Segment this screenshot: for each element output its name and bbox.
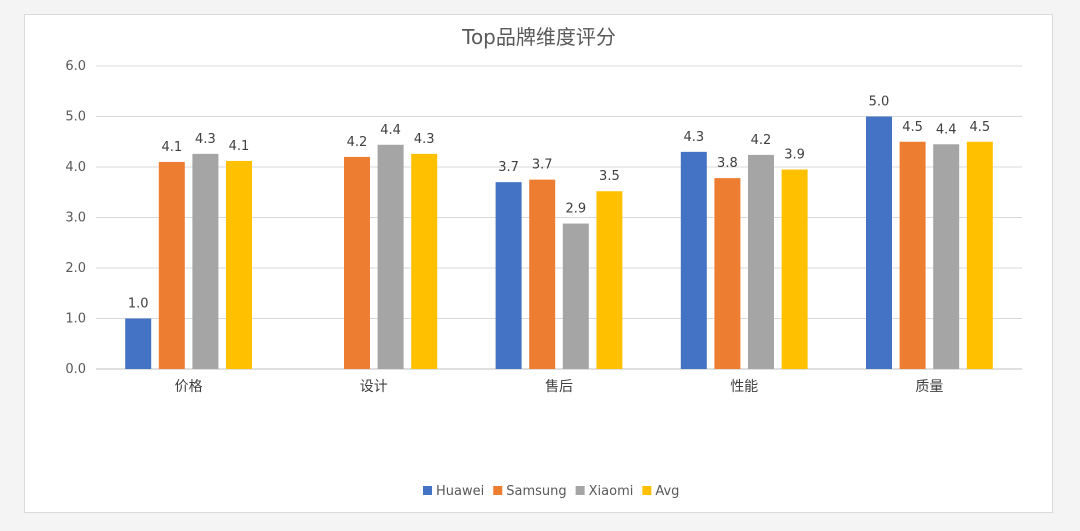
bar-huawei-2 bbox=[495, 182, 522, 369]
legend-swatch-huawei bbox=[423, 486, 432, 495]
bar-xiaomi-0 bbox=[192, 153, 219, 369]
bar-avg-2 bbox=[596, 191, 623, 369]
y-tick-label: 5.0 bbox=[65, 110, 86, 125]
bar-huawei-4 bbox=[866, 116, 892, 369]
bar-samsung-1 bbox=[344, 156, 370, 369]
data-label: 4.5 bbox=[902, 120, 923, 135]
bar-xiaomi-4 bbox=[933, 144, 960, 369]
data-label: 4.2 bbox=[751, 133, 772, 148]
bar-samsung-2 bbox=[529, 179, 556, 369]
y-tick-label: 3.0 bbox=[65, 211, 86, 226]
data-label: 5.0 bbox=[869, 95, 890, 110]
data-labels: 1.0 4.1 4.3 4.1 4.2 4.4 4.3 3.7 3.7 2.9 3.5 4.3 3.8 4… bbox=[128, 95, 990, 312]
bar-huawei-3 bbox=[680, 151, 707, 369]
bar-avg-1 bbox=[411, 153, 438, 369]
x-axis-categories: 价格 设计 售后 性能 质量 bbox=[175, 379, 944, 395]
data-label: 1.0 bbox=[128, 297, 149, 312]
data-label: 3.9 bbox=[784, 148, 805, 163]
x-category-label: 设计 bbox=[360, 379, 388, 395]
data-label: 4.5 bbox=[969, 120, 990, 135]
legend-swatch-xiaomi bbox=[575, 486, 585, 495]
data-label: 4.4 bbox=[380, 123, 401, 138]
bar-xiaomi-2 bbox=[562, 223, 589, 369]
data-label: 3.8 bbox=[717, 156, 738, 171]
bar-avg-4 bbox=[966, 141, 993, 369]
data-label: 2.9 bbox=[565, 202, 586, 217]
data-label: 4.3 bbox=[195, 132, 216, 147]
data-label: 4.1 bbox=[161, 140, 182, 155]
legend-label-avg: Avg bbox=[655, 484, 679, 499]
legend-label-huawei: Huawei bbox=[436, 484, 484, 499]
x-category-label: 质量 bbox=[915, 379, 943, 395]
bars bbox=[125, 116, 993, 369]
x-category-label: 价格 bbox=[175, 379, 203, 395]
y-tick-label: 0.0 bbox=[65, 362, 86, 377]
legend: Huawei Samsung Xiaomi Avg bbox=[423, 484, 679, 499]
data-label: 4.1 bbox=[229, 139, 250, 154]
data-label: 4.3 bbox=[414, 132, 435, 147]
y-tick-label: 2.0 bbox=[65, 261, 86, 276]
legend-swatch-avg bbox=[642, 486, 652, 495]
bar-xiaomi-3 bbox=[748, 154, 774, 369]
chart-title: Top品牌维度评分 bbox=[461, 25, 616, 49]
bar-xiaomi-1 bbox=[377, 144, 404, 369]
data-label: 4.3 bbox=[683, 130, 704, 145]
y-tick-label: 1.0 bbox=[65, 312, 86, 327]
legend-label-xiaomi: Xiaomi bbox=[589, 484, 634, 499]
legend-swatch-samsung bbox=[493, 486, 503, 495]
bar-huawei-0 bbox=[125, 318, 152, 369]
x-category-label: 性能 bbox=[730, 379, 758, 395]
bar-samsung-3 bbox=[714, 178, 741, 369]
data-label: 3.7 bbox=[498, 160, 519, 175]
y-tick-label: 4.0 bbox=[65, 160, 86, 175]
bar-avg-3 bbox=[781, 169, 808, 369]
bar-avg-0 bbox=[226, 160, 252, 369]
y-axis-ticks: 0.0 1.0 2.0 3.0 4.0 5.0 6.0 bbox=[65, 59, 86, 377]
bar-samsung-4 bbox=[899, 141, 926, 369]
data-label: 3.5 bbox=[599, 169, 620, 184]
y-tick-label: 6.0 bbox=[65, 59, 86, 74]
x-category-label: 售后 bbox=[545, 379, 573, 395]
data-label: 4.4 bbox=[936, 122, 957, 137]
bar-samsung-0 bbox=[158, 161, 185, 369]
legend-label-samsung: Samsung bbox=[506, 484, 566, 499]
data-label: 3.7 bbox=[532, 158, 553, 173]
data-label: 4.2 bbox=[347, 135, 368, 150]
